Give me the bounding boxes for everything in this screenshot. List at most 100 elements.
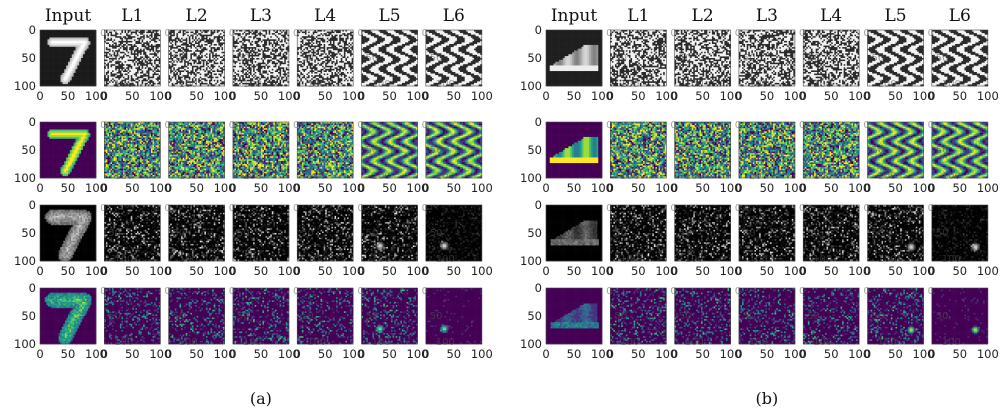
ghost-tick-label: 50 xyxy=(872,145,885,156)
ghost-tick-label: 50 xyxy=(430,145,443,156)
x-tick-label: 0 xyxy=(607,347,614,361)
ghost-tick-label: 0 xyxy=(928,28,934,39)
column-header: Input xyxy=(45,6,91,26)
x-tick-label: 0 xyxy=(358,89,365,103)
x-tick-label: 0 xyxy=(36,264,43,278)
y-tick-label: 0 xyxy=(535,23,542,37)
ghost-tick-label: 0 xyxy=(799,286,805,297)
ghost-tick-label: 50 xyxy=(301,228,314,239)
x-tick-label: 0 xyxy=(864,347,871,361)
column-header: L3 xyxy=(250,6,272,26)
x-tick-label: 0 xyxy=(928,347,935,361)
y-tick-label: 100 xyxy=(520,337,542,351)
ghost-tick-label: 50 xyxy=(872,311,885,322)
column-header: L4 xyxy=(820,6,842,26)
ghost-tick-label: 0 xyxy=(799,203,805,214)
x-tick-label: 50 xyxy=(567,347,582,361)
column-header: L5 xyxy=(884,6,906,26)
x-tick-label: 0 xyxy=(36,89,43,103)
ghost-tick-label: 50 xyxy=(301,145,314,156)
x-tick-label: 50 xyxy=(695,347,710,361)
ghost-tick-label: 0 xyxy=(799,120,805,131)
x-tick-label: 50 xyxy=(446,264,461,278)
x-tick-label: 0 xyxy=(800,264,807,278)
x-tick-label: 50 xyxy=(61,89,76,103)
x-tick-label: 0 xyxy=(294,264,301,278)
x-tick-label: 0 xyxy=(36,181,43,195)
ghost-tick-label: 0 xyxy=(357,120,363,131)
x-tick-label: 50 xyxy=(61,347,76,361)
x-tick-label: 0 xyxy=(165,181,172,195)
x-tick-label: 0 xyxy=(671,264,678,278)
x-tick-label: 0 xyxy=(229,181,236,195)
ghost-tick-label: 0 xyxy=(928,286,934,297)
x-tick-label: 0 xyxy=(800,181,807,195)
x-tick-label: 50 xyxy=(695,181,710,195)
x-tick-label: 0 xyxy=(358,181,365,195)
ghost-tick-label: 0 xyxy=(100,120,106,131)
ghost-tick-label: 0 xyxy=(164,203,170,214)
x-tick-label: 100 xyxy=(977,181,999,195)
x-tick-label: 50 xyxy=(760,264,775,278)
x-tick-label: 50 xyxy=(631,347,646,361)
ghost-tick-label: 0 xyxy=(606,28,612,39)
y-tick-label: 0 xyxy=(535,198,542,212)
x-tick-label: 50 xyxy=(695,264,710,278)
column-header: Input xyxy=(551,6,597,26)
column-header: L3 xyxy=(756,6,778,26)
heatmap-tile xyxy=(546,30,602,86)
panel-b: Input L1 L2 L3 L4 L5 L605010005010005010005010… xyxy=(520,6,999,408)
ghost-tick-label: 50 xyxy=(743,228,756,239)
ghost-tick-label: 50 xyxy=(301,53,314,64)
ghost-tick-label: 0 xyxy=(422,286,428,297)
x-tick-label: 0 xyxy=(294,89,301,103)
x-tick-label: 50 xyxy=(446,89,461,103)
x-tick-label: 0 xyxy=(101,181,108,195)
ghost-tick-label: 50 xyxy=(936,145,949,156)
ghost-tick-label: 50 xyxy=(173,228,186,239)
x-tick-label: 100 xyxy=(977,89,999,103)
x-tick-label: 0 xyxy=(671,89,678,103)
ghost-tick-label: 0 xyxy=(735,120,741,131)
ghost-tick-label: 0 xyxy=(229,203,235,214)
x-tick-label: 0 xyxy=(542,181,549,195)
x-tick-label: 0 xyxy=(358,264,365,278)
ghost-tick-label: 0 xyxy=(863,28,869,39)
x-tick-label: 0 xyxy=(165,89,172,103)
ghost-tick-label: 0 xyxy=(229,120,235,131)
ghost-tick-label: 0 xyxy=(357,28,363,39)
x-tick-label: 50 xyxy=(382,89,397,103)
column-header: L1 xyxy=(627,6,649,26)
x-tick-label: 50 xyxy=(888,89,903,103)
x-tick-label: 50 xyxy=(254,264,269,278)
ghost-tick-label: 0 xyxy=(670,203,676,214)
x-tick-label: 100 xyxy=(471,347,493,361)
ghost-tick-label: 50 xyxy=(872,53,885,64)
x-tick-label: 0 xyxy=(422,181,429,195)
ghost-tick-label: 0 xyxy=(164,120,170,131)
x-tick-label: 50 xyxy=(695,89,710,103)
ghost-tick-label: 0 xyxy=(670,286,676,297)
ghost-tick-label: 50 xyxy=(872,228,885,239)
x-tick-label: 100 xyxy=(977,264,999,278)
y-tick-label: 50 xyxy=(21,51,36,65)
